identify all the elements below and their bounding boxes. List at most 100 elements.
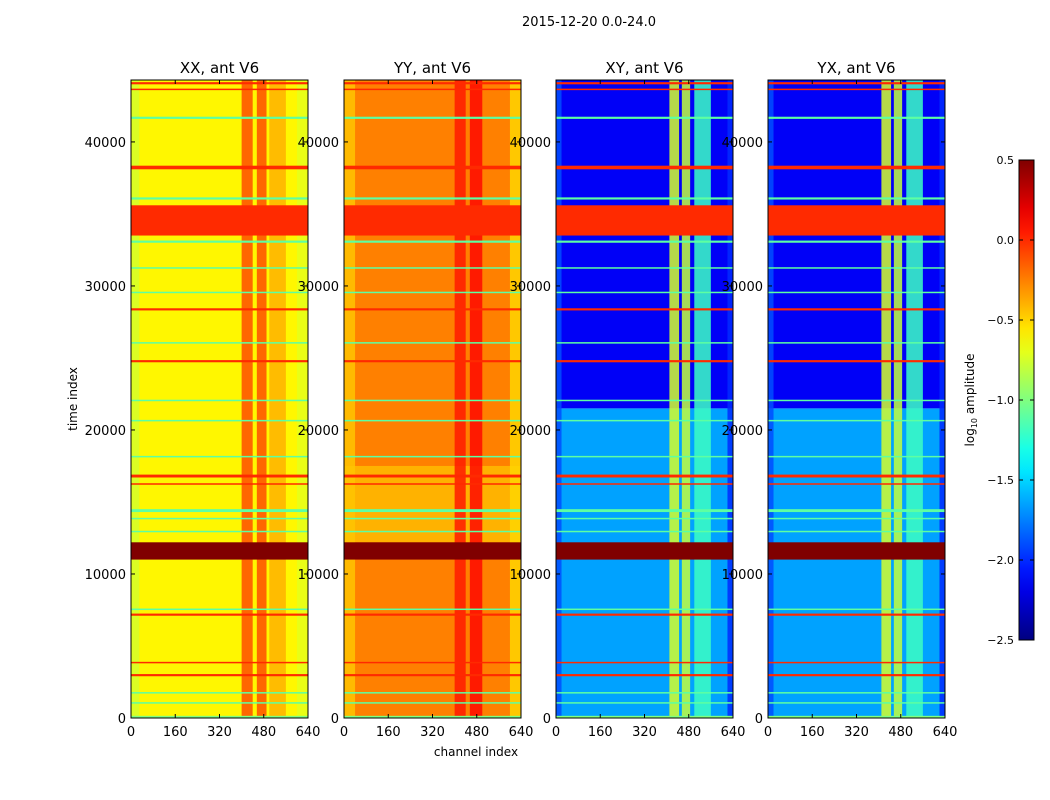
x-tick-label: 640 <box>721 725 746 740</box>
heatmap-row-band <box>768 197 945 200</box>
heatmap-channel-band <box>727 80 733 718</box>
heatmap-row-band <box>768 613 945 616</box>
heatmap-row-band <box>768 88 945 91</box>
y-tick-label: 20000 <box>85 424 126 439</box>
x-tick-label: 0 <box>764 725 772 740</box>
heatmap-row-band <box>556 517 733 520</box>
heatmap-row-band <box>344 116 521 119</box>
heatmap-row-band <box>556 205 733 236</box>
heatmap-row-band <box>131 613 308 616</box>
heatmap-row-band <box>768 692 945 694</box>
heatmap-row-band <box>768 399 945 402</box>
heatmap-row-band <box>131 399 308 402</box>
x-tick-label: 320 <box>632 725 657 740</box>
heatmap-row-band <box>131 419 308 422</box>
heatmap-row-band <box>344 455 521 458</box>
heatmap-channel-band <box>509 80 521 718</box>
heatmap-image <box>556 80 733 718</box>
heatmap-row-band <box>556 291 733 294</box>
heatmap-row-band <box>344 692 521 694</box>
y-tick-label: 0 <box>543 712 551 727</box>
colorbar: 0.5 0.0 −0.5 −1.0 −1.5 −2.0 −2.5 log10 amplitud… <box>963 154 1035 647</box>
heatmap-row-band <box>768 542 945 560</box>
heatmap-row-band <box>556 88 733 91</box>
heatmap-row-band <box>768 509 945 513</box>
y-tick-label: 40000 <box>722 136 763 151</box>
heatmap-row-band <box>131 483 308 485</box>
x-tick-label: 640 <box>296 725 321 740</box>
x-tick-label: 160 <box>163 725 188 740</box>
y-tick-label: 40000 <box>298 136 339 151</box>
heatmap-channel-band <box>768 80 774 718</box>
x-tick-label: 480 <box>464 725 489 740</box>
y-tick-label: 0 <box>118 712 126 727</box>
panel-title: XY, ant V6 <box>605 59 683 77</box>
panel-yy: YY, ant V6 0 160 320 480 640 0 10000 20000 30000 4… <box>298 59 534 759</box>
panel-xy: XY, ant V6 0 160 320 480 640 0 10000 20000 30000 4… <box>510 59 746 740</box>
heatmap-row-band <box>344 474 521 478</box>
heatmap-image <box>768 80 945 718</box>
y-axis-label: time index <box>66 367 80 431</box>
heatmap-row-band <box>344 197 521 200</box>
x-tick-label: 640 <box>509 725 534 740</box>
heatmap-row-band <box>131 88 308 91</box>
y-tick-label: 10000 <box>722 568 763 583</box>
heatmap-row-band <box>131 360 308 363</box>
heatmap-row-band <box>131 661 308 664</box>
heatmap-row-band <box>344 613 521 616</box>
y-tick-label: 40000 <box>510 136 551 151</box>
x-tick-label: 480 <box>676 725 701 740</box>
figure-suptitle: 2015-12-20 0.0-24.0 <box>522 15 656 30</box>
heatmap-row-band <box>556 360 733 363</box>
panel-title: YX, ant V6 <box>816 59 895 77</box>
heatmap-row-band <box>556 530 733 533</box>
heatmap-channel-band <box>131 80 140 718</box>
heatmap-row-band <box>556 692 733 694</box>
heatmap-row-band <box>768 240 945 243</box>
heatmap-row-band <box>131 240 308 243</box>
heatmap-row-band <box>344 205 521 236</box>
heatmap-channel-band <box>241 80 253 718</box>
heatmap-channel-band <box>256 80 267 718</box>
x-tick-label: 160 <box>588 725 613 740</box>
heatmap-row-band <box>556 399 733 402</box>
heatmap-row-band <box>344 608 521 611</box>
x-tick-label: 320 <box>207 725 232 740</box>
heatmap-row-band <box>556 613 733 616</box>
heatmap-row-band <box>344 702 521 704</box>
heatmap-row-band <box>768 165 945 170</box>
panel-title: YY, ant V6 <box>393 59 471 77</box>
panel-yx: YX, ant V6 0 160 320 480 640 0 10000 20000 30000 4… <box>722 59 958 740</box>
heatmap-channel-band <box>906 80 923 718</box>
panel-xx: XX, ant V6 0 160 320 480 640 0 10000 20000 30000 4… <box>66 59 320 740</box>
colorbar-label: log10 amplitude <box>963 354 979 447</box>
y-tick-label: 30000 <box>722 280 763 295</box>
heatmap-row-band <box>344 509 521 513</box>
heatmap-row-band <box>344 342 521 344</box>
heatmap-time-region <box>344 80 521 718</box>
colorbar-tick-label: −0.5 <box>987 314 1014 327</box>
heatmap-image <box>344 80 521 718</box>
heatmap-row-band <box>344 360 521 363</box>
heatmap-channel-band <box>344 80 356 718</box>
heatmap-row-band <box>131 509 308 513</box>
heatmap-row-band <box>768 308 945 311</box>
heatmap-image <box>131 80 308 718</box>
heatmap-row-band <box>131 165 308 170</box>
heatmap-row-band <box>131 308 308 311</box>
heatmap-channel-band <box>469 80 483 718</box>
heatmap-row-band <box>768 455 945 458</box>
heatmap-row-band <box>556 702 733 704</box>
heatmap-row-band <box>344 88 521 91</box>
heatmap-row-band <box>556 419 733 422</box>
heatmap-row-band <box>344 542 521 560</box>
heatmap-row-band <box>344 308 521 311</box>
heatmap-row-band <box>131 267 308 269</box>
x-tick-label: 0 <box>127 725 135 740</box>
heatmap-row-band <box>344 674 521 677</box>
x-axis-label: channel index <box>434 745 518 759</box>
heatmap-row-band <box>131 474 308 478</box>
heatmap-row-band <box>556 455 733 458</box>
x-tick-label: 160 <box>376 725 401 740</box>
y-tick-label: 0 <box>755 712 763 727</box>
